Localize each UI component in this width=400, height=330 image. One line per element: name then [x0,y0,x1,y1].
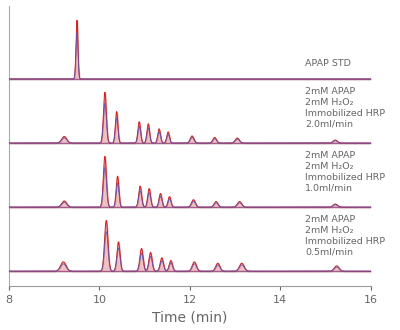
Text: 2mM APAP
2mM H₂O₂
Immobilized HRP
0.5ml/min: 2mM APAP 2mM H₂O₂ Immobilized HRP 0.5ml/… [305,215,385,256]
X-axis label: Time (min): Time (min) [152,311,228,324]
Text: APAP STD: APAP STD [305,59,351,68]
Text: 2mM APAP
2mM H₂O₂
Immobilized HRP
1.0ml/min: 2mM APAP 2mM H₂O₂ Immobilized HRP 1.0ml/… [305,151,385,192]
Text: 2mM APAP
2mM H₂O₂
Immobilized HRP
2.0ml/min: 2mM APAP 2mM H₂O₂ Immobilized HRP 2.0ml/… [305,87,385,128]
